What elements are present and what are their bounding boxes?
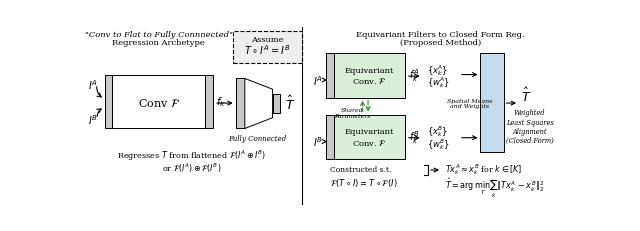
Text: $T \circ I^A = I^B$: $T \circ I^A = I^B$ [244, 43, 291, 57]
Text: $f_k$: $f_k$ [216, 94, 227, 108]
Text: $\{w_k^A\}$: $\{w_k^A\}$ [427, 75, 450, 90]
Bar [113, 75, 205, 129]
Text: $f_k^B$: $f_k^B$ [409, 129, 419, 146]
Bar [326, 115, 334, 160]
Bar [334, 115, 405, 160]
Text: Equivariant
Conv. $\mathcal{F}$: Equivariant Conv. $\mathcal{F}$ [345, 128, 394, 147]
Text: $\{w_k^B\}$: $\{w_k^B\}$ [427, 136, 450, 151]
Text: $\{x_k^A\}$: $\{x_k^A\}$ [427, 62, 448, 77]
Text: "Conv to Flat to Fully Connnected": "Conv to Flat to Fully Connnected" [84, 31, 232, 39]
Text: $Tx_k^A \approx x_k^B$ for $k \in [K]$: $Tx_k^A \approx x_k^B$ for $k \in [K]$ [445, 161, 522, 176]
Bar [105, 75, 113, 129]
Text: $I^A$: $I^A$ [312, 74, 323, 88]
Text: (Proposed Method): (Proposed Method) [400, 38, 481, 46]
Text: $\hat{T} = \arg\min_T \sum_k \| Tx_k^A - x_k^B \|_2^2$: $\hat{T} = \arg\min_T \sum_k \| Tx_k^A -… [445, 175, 545, 199]
Text: Equivariant
Conv. $\mathcal{F}$: Equivariant Conv. $\mathcal{F}$ [345, 66, 394, 86]
Text: $I^A$: $I^A$ [88, 78, 97, 91]
Text: Regression Archetype: Regression Archetype [112, 38, 205, 46]
Text: Shared
Parameters: Shared Parameters [334, 107, 371, 118]
Text: Assume: Assume [251, 35, 284, 43]
Text: $\hat{T}$: $\hat{T}$ [520, 87, 531, 105]
Text: Regresses $T$ from flattened $\mathcal{F}(I^A \oplus I^B)$: Regresses $T$ from flattened $\mathcal{F… [117, 148, 266, 162]
Text: Fully Connected: Fully Connected [228, 134, 286, 142]
Polygon shape [245, 79, 273, 129]
Text: $\mathcal{F}(T \circ I) = T \circ \mathcal{F}(I)$: $\mathcal{F}(T \circ I) = T \circ \mathc… [330, 176, 397, 188]
Text: Equivariant Filters to Closed Form Reg.: Equivariant Filters to Closed Form Reg. [356, 31, 525, 39]
Bar [481, 54, 504, 152]
FancyBboxPatch shape [232, 32, 302, 64]
Text: $\{x_k^B\}$: $\{x_k^B\}$ [427, 124, 448, 139]
Text: $I^B$: $I^B$ [312, 135, 323, 149]
Bar [326, 54, 334, 98]
Polygon shape [236, 79, 245, 129]
Text: Conv $\mathcal{F}$: Conv $\mathcal{F}$ [138, 96, 180, 108]
Text: Weighted
Least Squares
Alignment
(Closed Form): Weighted Least Squares Alignment (Closed… [506, 109, 554, 144]
Text: $I^B$: $I^B$ [88, 113, 98, 127]
Bar [205, 75, 212, 129]
Text: Constructed s.t.: Constructed s.t. [330, 166, 391, 174]
Text: Spatial Means
and Weights: Spatial Means and Weights [447, 98, 492, 109]
Text: $f_k^A$: $f_k^A$ [409, 67, 419, 84]
Text: $\hat{T}$: $\hat{T}$ [285, 95, 295, 113]
Text: or $\mathcal{F}(I^A) \oplus \mathcal{F}(I^B)$: or $\mathcal{F}(I^A) \oplus \mathcal{F}(… [162, 161, 221, 174]
Polygon shape [273, 94, 280, 114]
Bar [334, 54, 405, 98]
